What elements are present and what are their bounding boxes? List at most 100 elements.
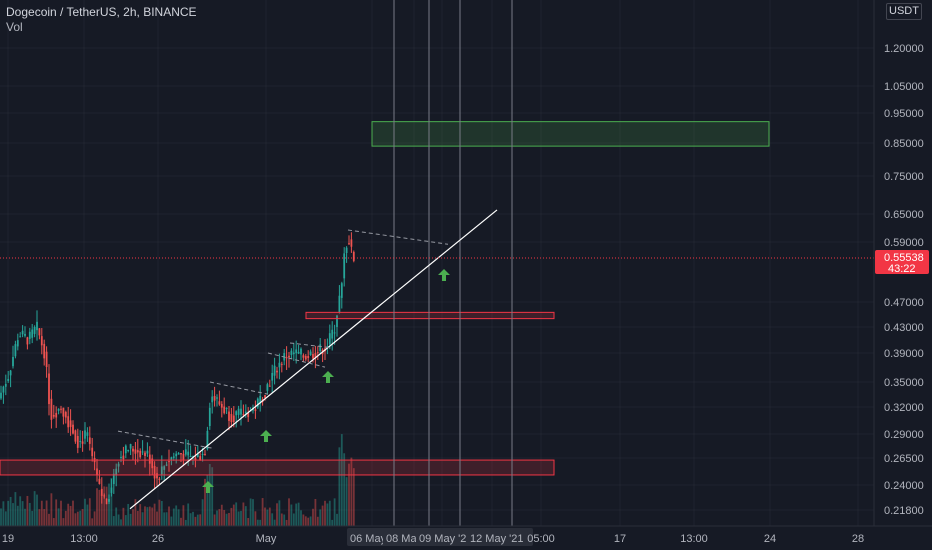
candle-96	[230, 414, 233, 423]
volume-bar-73	[175, 505, 178, 526]
up-arrow-icon	[260, 430, 272, 442]
volume-bar-8	[19, 496, 22, 526]
chart-grid	[0, 0, 874, 526]
candle-116	[278, 362, 281, 368]
candle-112	[268, 385, 271, 387]
volume-bar-142	[340, 434, 343, 526]
volume-bar-33	[79, 510, 82, 526]
volume-bar-101	[242, 502, 245, 526]
candle-26	[62, 407, 65, 417]
candle-49	[117, 463, 120, 467]
volume-bar-81	[194, 516, 197, 526]
candle-119	[285, 357, 288, 359]
volume-bar-65	[156, 511, 158, 526]
candle-0	[0, 392, 2, 399]
volume-bar-53	[127, 503, 130, 526]
currency-badge[interactable]: USDT	[886, 3, 922, 20]
volume-bar-141	[338, 447, 341, 526]
volume-bar-50	[120, 519, 122, 526]
candle-132	[316, 352, 319, 354]
price-tick-label: 0.47000	[884, 297, 924, 309]
volume-bar-116	[278, 500, 281, 526]
candle-101	[242, 414, 245, 416]
candle-57	[136, 450, 139, 453]
candle-24	[57, 408, 60, 411]
candle-139	[333, 332, 336, 334]
chart-legend: Dogecoin / TetherUS, 2h, BINANCE Vol	[6, 5, 197, 35]
volume-bar-112	[268, 507, 271, 526]
volume-bar-145	[348, 463, 350, 526]
volume-bar-94	[225, 513, 228, 526]
candle-115	[276, 370, 278, 373]
candle-27	[64, 411, 67, 418]
volume-label[interactable]: Vol	[6, 20, 23, 34]
candle-83	[199, 456, 202, 461]
candle-59	[141, 451, 144, 453]
candle-131	[314, 353, 317, 358]
volume-bar-93	[223, 510, 226, 526]
trend-line	[129, 209, 498, 510]
candle-19	[45, 351, 48, 368]
candle-126	[302, 355, 305, 358]
support-zone	[0, 459, 555, 476]
volume-bar-19	[45, 500, 48, 526]
price-tick-label: 0.39000	[884, 348, 924, 360]
volume-bar-110	[264, 507, 266, 526]
countdown-label: 43:22	[888, 263, 916, 275]
candle-93	[223, 406, 226, 414]
candle-6	[14, 344, 17, 357]
candle-2	[4, 383, 7, 387]
candle-69	[165, 464, 168, 466]
candle-33	[79, 440, 82, 442]
price-tick-label: 0.43000	[884, 322, 924, 334]
symbol-title[interactable]: Dogecoin / TetherUS, 2h, BINANCE	[6, 5, 197, 19]
candle-11	[26, 337, 29, 345]
volume-bar-66	[158, 499, 161, 526]
volume-bar-64	[153, 503, 156, 526]
candle-88	[211, 396, 214, 403]
price-tick-label: 0.65000	[884, 209, 924, 221]
volume-bar-58	[139, 504, 142, 526]
candle-31	[74, 430, 77, 442]
volume-bar-97	[232, 504, 235, 526]
candle-121	[290, 350, 293, 355]
volume-bar-60	[144, 506, 146, 526]
candle-56	[134, 449, 137, 454]
volume-bar-42	[100, 494, 103, 526]
volume-bar-48	[115, 507, 118, 526]
volume-bar-84	[201, 499, 204, 526]
candle-51	[122, 455, 125, 460]
price-tick-label: 0.35000	[884, 377, 924, 389]
candle-44	[105, 498, 108, 505]
price-tick-label: 0.32000	[884, 402, 924, 414]
candle-8	[19, 336, 22, 338]
volume-bar-45	[108, 483, 110, 526]
candle-147	[352, 251, 355, 261]
candle-70	[168, 461, 170, 463]
volume-bar-132	[316, 516, 319, 526]
candle-36	[86, 432, 89, 436]
volume-bar-86	[206, 474, 209, 526]
up-arrow-icon	[322, 371, 334, 383]
volume-bar-54	[129, 513, 132, 526]
candle-47	[112, 473, 115, 485]
candle-120	[288, 355, 290, 358]
candle-145	[348, 243, 350, 245]
candle-73	[175, 453, 178, 457]
candle-76	[182, 453, 185, 461]
candle-136	[326, 346, 329, 348]
volume-bar-108	[259, 519, 262, 526]
candle-3	[7, 378, 10, 381]
candle-85	[204, 453, 206, 455]
candle-125	[300, 348, 302, 355]
volume-bar-126	[302, 514, 305, 526]
candle-9	[21, 330, 24, 335]
volume-bar-51	[122, 507, 125, 526]
volume-bar-13	[31, 510, 34, 526]
time-tick-label: 09 May '21	[419, 533, 472, 545]
volume-bar-18	[43, 509, 46, 526]
candle-45	[108, 499, 110, 502]
